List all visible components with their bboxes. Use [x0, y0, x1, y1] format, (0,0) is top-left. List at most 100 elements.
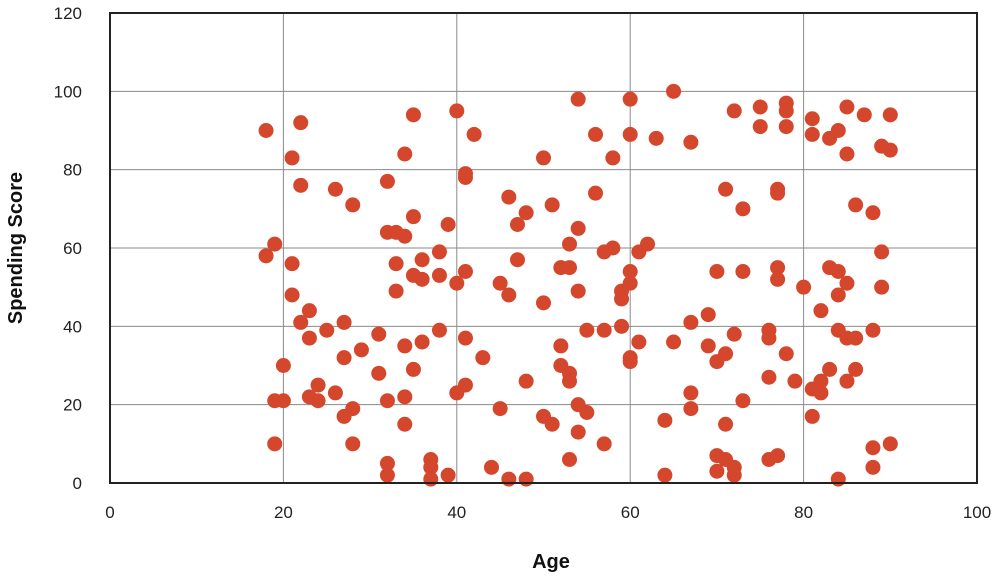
- data-point: [683, 134, 699, 150]
- data-point: [518, 373, 534, 389]
- data-point: [301, 303, 317, 319]
- x-tick-label: 100: [963, 503, 991, 522]
- y-tick-label: 80: [63, 161, 82, 180]
- x-tick-label: 80: [794, 503, 813, 522]
- data-point: [440, 217, 456, 232]
- data-point: [848, 330, 864, 346]
- data-point: [267, 236, 283, 252]
- data-point: [483, 459, 499, 475]
- data-point: [770, 448, 786, 464]
- data-point: [856, 107, 872, 123]
- data-point: [501, 287, 517, 303]
- data-point: [388, 283, 404, 299]
- data-point: [319, 322, 335, 338]
- data-point: [778, 119, 794, 135]
- data-point: [501, 471, 517, 487]
- data-point: [518, 471, 534, 487]
- data-point: [882, 436, 898, 452]
- data-point: [562, 373, 578, 389]
- data-point: [804, 126, 820, 142]
- x-tick-labels: 0 20 40 60 80 100: [105, 503, 991, 522]
- data-point: [544, 197, 560, 213]
- data-point: [718, 416, 734, 432]
- y-tick-label: 100: [54, 82, 82, 101]
- data-point: [813, 303, 829, 319]
- y-tick-label: 60: [63, 239, 82, 258]
- data-point: [865, 322, 881, 338]
- y-tick-label: 0: [73, 474, 82, 493]
- data-point: [804, 408, 820, 424]
- data-point: [310, 377, 326, 393]
- data-point: [622, 91, 638, 107]
- data-point: [345, 401, 361, 417]
- plot-frame: [109, 12, 978, 484]
- data-point: [379, 467, 395, 483]
- data-point: [379, 173, 395, 189]
- data-point: [648, 130, 664, 146]
- data-point: [622, 126, 638, 142]
- data-point: [414, 252, 430, 268]
- data-point: [388, 256, 404, 272]
- data-point: [414, 271, 430, 287]
- data-point: [379, 393, 395, 409]
- x-tick-label: 0: [105, 503, 114, 522]
- data-point: [457, 377, 473, 393]
- data-point: [431, 322, 447, 338]
- data-point: [813, 373, 829, 389]
- data-point: [683, 401, 699, 417]
- data-point: [579, 322, 595, 338]
- data-point: [700, 338, 716, 354]
- data-point: [345, 197, 361, 213]
- data-point: [839, 146, 855, 162]
- data-point: [327, 181, 343, 197]
- data-point: [822, 361, 838, 377]
- data-point: [258, 123, 274, 138]
- data-point: [770, 185, 786, 201]
- data-point: [397, 146, 413, 162]
- data-point: [536, 295, 551, 311]
- data-point: [830, 287, 846, 303]
- data-point: [709, 463, 725, 479]
- data-point: [327, 385, 343, 401]
- data-point: [839, 373, 855, 389]
- data-point: [588, 185, 604, 201]
- data-point: [293, 314, 309, 330]
- data-point: [371, 326, 387, 342]
- data-point: [562, 452, 578, 467]
- data-point: [752, 99, 768, 115]
- data-point: [293, 115, 309, 131]
- data-point: [813, 385, 829, 401]
- data-point: [865, 205, 881, 221]
- data-point: [570, 91, 586, 107]
- data-point: [457, 170, 473, 185]
- data-point: [718, 346, 734, 362]
- data-point: [466, 126, 482, 142]
- data-point: [553, 338, 569, 354]
- data-point: [431, 244, 447, 260]
- data-point: [848, 361, 864, 377]
- x-tick-label: 60: [621, 503, 640, 522]
- data-point: [405, 209, 421, 225]
- data-point: [449, 103, 465, 119]
- data-point: [709, 264, 725, 279]
- data-point: [492, 401, 508, 417]
- data-point: [371, 365, 387, 381]
- data-point: [596, 322, 612, 338]
- data-point: [830, 123, 846, 138]
- y-tick-labels: 0 20 40 60 80 100 120: [54, 4, 82, 493]
- data-point: [605, 150, 621, 166]
- data-point: [848, 197, 864, 213]
- data-point: [640, 236, 656, 252]
- data-point: [405, 361, 421, 377]
- data-point: [796, 279, 812, 295]
- data-point: [509, 217, 525, 232]
- data-point: [666, 83, 682, 99]
- data-point: [605, 240, 621, 256]
- data-point: [839, 99, 855, 115]
- data-point: [770, 260, 786, 276]
- data-point: [874, 244, 890, 260]
- data-point: [562, 236, 578, 252]
- y-tick-label: 120: [54, 4, 82, 23]
- data-point: [397, 389, 413, 405]
